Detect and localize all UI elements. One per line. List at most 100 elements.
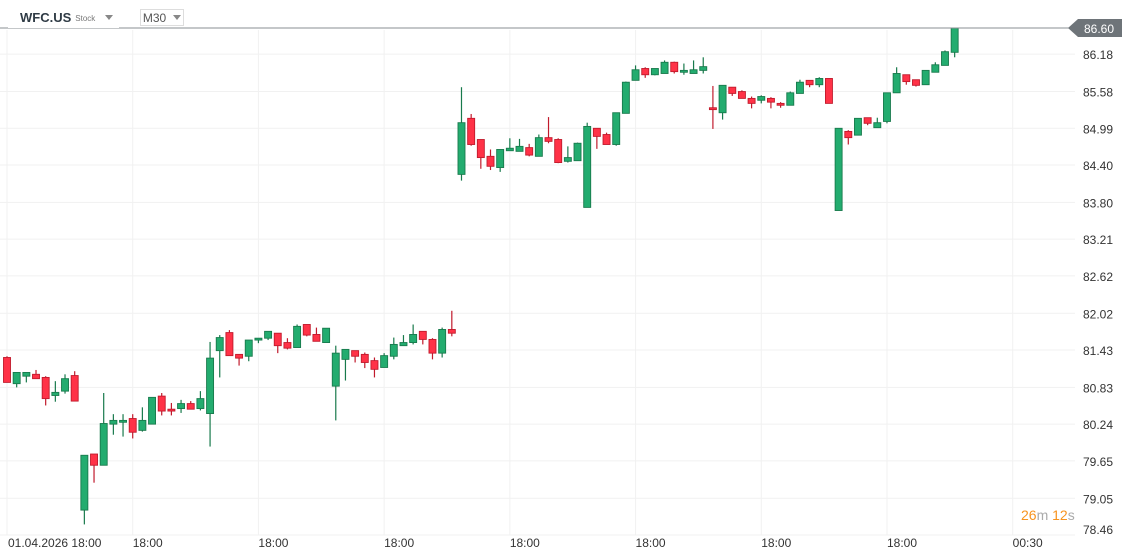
candle[interactable] <box>825 78 833 104</box>
candle[interactable] <box>467 113 476 146</box>
candle[interactable] <box>631 65 640 81</box>
candle[interactable] <box>795 79 804 94</box>
candle[interactable] <box>534 134 543 157</box>
candle[interactable] <box>244 339 253 362</box>
candle[interactable] <box>602 132 611 145</box>
candle[interactable] <box>370 357 379 378</box>
candle[interactable] <box>699 57 708 74</box>
candle[interactable] <box>486 149 495 171</box>
candle[interactable] <box>873 117 882 129</box>
candle[interactable] <box>157 392 166 416</box>
candle[interactable] <box>476 139 485 169</box>
candle[interactable] <box>283 338 292 350</box>
candle[interactable] <box>921 69 930 86</box>
candle[interactable] <box>766 97 775 109</box>
candle[interactable] <box>844 130 853 145</box>
candle[interactable] <box>51 381 60 402</box>
candle[interactable] <box>70 371 79 402</box>
candle[interactable] <box>525 143 534 157</box>
candle[interactable] <box>177 399 186 413</box>
candle[interactable] <box>854 117 862 136</box>
candle[interactable] <box>409 324 418 345</box>
candle[interactable] <box>805 79 814 88</box>
candle[interactable] <box>331 345 340 421</box>
candle[interactable] <box>148 396 157 425</box>
candle[interactable] <box>786 91 795 106</box>
candle[interactable] <box>544 117 553 144</box>
candle[interactable] <box>457 87 466 181</box>
candle[interactable] <box>621 81 630 114</box>
candle[interactable] <box>360 352 369 369</box>
candle[interactable] <box>90 453 98 483</box>
candle[interactable] <box>12 371 21 388</box>
candle[interactable] <box>351 350 360 363</box>
candle[interactable] <box>264 330 273 341</box>
candle[interactable] <box>815 77 824 88</box>
candle[interactable] <box>428 338 437 360</box>
candle[interactable] <box>892 67 901 94</box>
candle[interactable] <box>689 60 698 74</box>
symbol-selector[interactable]: WFC.US Stock <box>8 6 120 28</box>
candle[interactable] <box>950 27 959 58</box>
candle[interactable] <box>757 95 766 104</box>
candle[interactable] <box>206 341 215 447</box>
candle[interactable] <box>109 414 118 435</box>
candle[interactable] <box>708 85 717 129</box>
timeframe-dropdown[interactable]: M30 <box>140 9 184 26</box>
candle[interactable] <box>80 454 89 525</box>
candle[interactable] <box>515 138 524 152</box>
candle[interactable] <box>863 117 872 126</box>
candle[interactable] <box>302 324 311 337</box>
candle[interactable] <box>660 60 669 74</box>
candle[interactable] <box>341 348 350 381</box>
candle[interactable] <box>389 337 398 360</box>
candle[interactable] <box>912 79 920 87</box>
candle[interactable] <box>41 376 50 406</box>
candle[interactable] <box>254 337 263 344</box>
candle[interactable] <box>747 96 756 109</box>
candle[interactable] <box>138 407 147 432</box>
candle[interactable] <box>505 138 514 152</box>
candle[interactable] <box>215 335 224 378</box>
candle[interactable] <box>128 414 137 439</box>
candle[interactable] <box>99 392 108 466</box>
candle[interactable] <box>612 112 621 146</box>
candle[interactable] <box>563 146 572 163</box>
candle[interactable] <box>931 62 940 73</box>
candle[interactable] <box>380 353 389 368</box>
candle[interactable] <box>447 310 456 337</box>
candle[interactable] <box>592 127 601 149</box>
candle[interactable] <box>119 414 127 437</box>
candle[interactable] <box>496 149 505 172</box>
candle[interactable] <box>650 68 659 76</box>
candle[interactable] <box>196 391 205 411</box>
candle[interactable] <box>737 90 746 99</box>
candle[interactable] <box>573 142 582 162</box>
candle[interactable] <box>883 92 891 124</box>
candle[interactable] <box>186 401 195 410</box>
candle[interactable] <box>641 67 650 78</box>
candle[interactable] <box>679 63 688 75</box>
candle[interactable] <box>583 122 592 208</box>
candle[interactable] <box>418 330 427 345</box>
candle[interactable] <box>776 102 785 108</box>
candle[interactable] <box>61 374 69 394</box>
candle[interactable] <box>834 127 843 211</box>
candle[interactable] <box>225 330 234 357</box>
candle[interactable] <box>438 327 447 358</box>
candle[interactable] <box>22 371 31 383</box>
candle[interactable] <box>3 356 11 383</box>
candle[interactable] <box>293 324 302 348</box>
candle[interactable] <box>941 50 949 66</box>
candle[interactable] <box>902 74 911 85</box>
candle[interactable] <box>718 84 727 120</box>
candle[interactable] <box>399 335 408 347</box>
candle[interactable] <box>322 327 331 343</box>
candle[interactable] <box>554 138 563 164</box>
candle[interactable] <box>235 353 244 366</box>
candle[interactable] <box>273 332 282 354</box>
candle[interactable] <box>670 61 679 74</box>
candle[interactable] <box>312 327 321 342</box>
candle[interactable] <box>728 86 737 96</box>
